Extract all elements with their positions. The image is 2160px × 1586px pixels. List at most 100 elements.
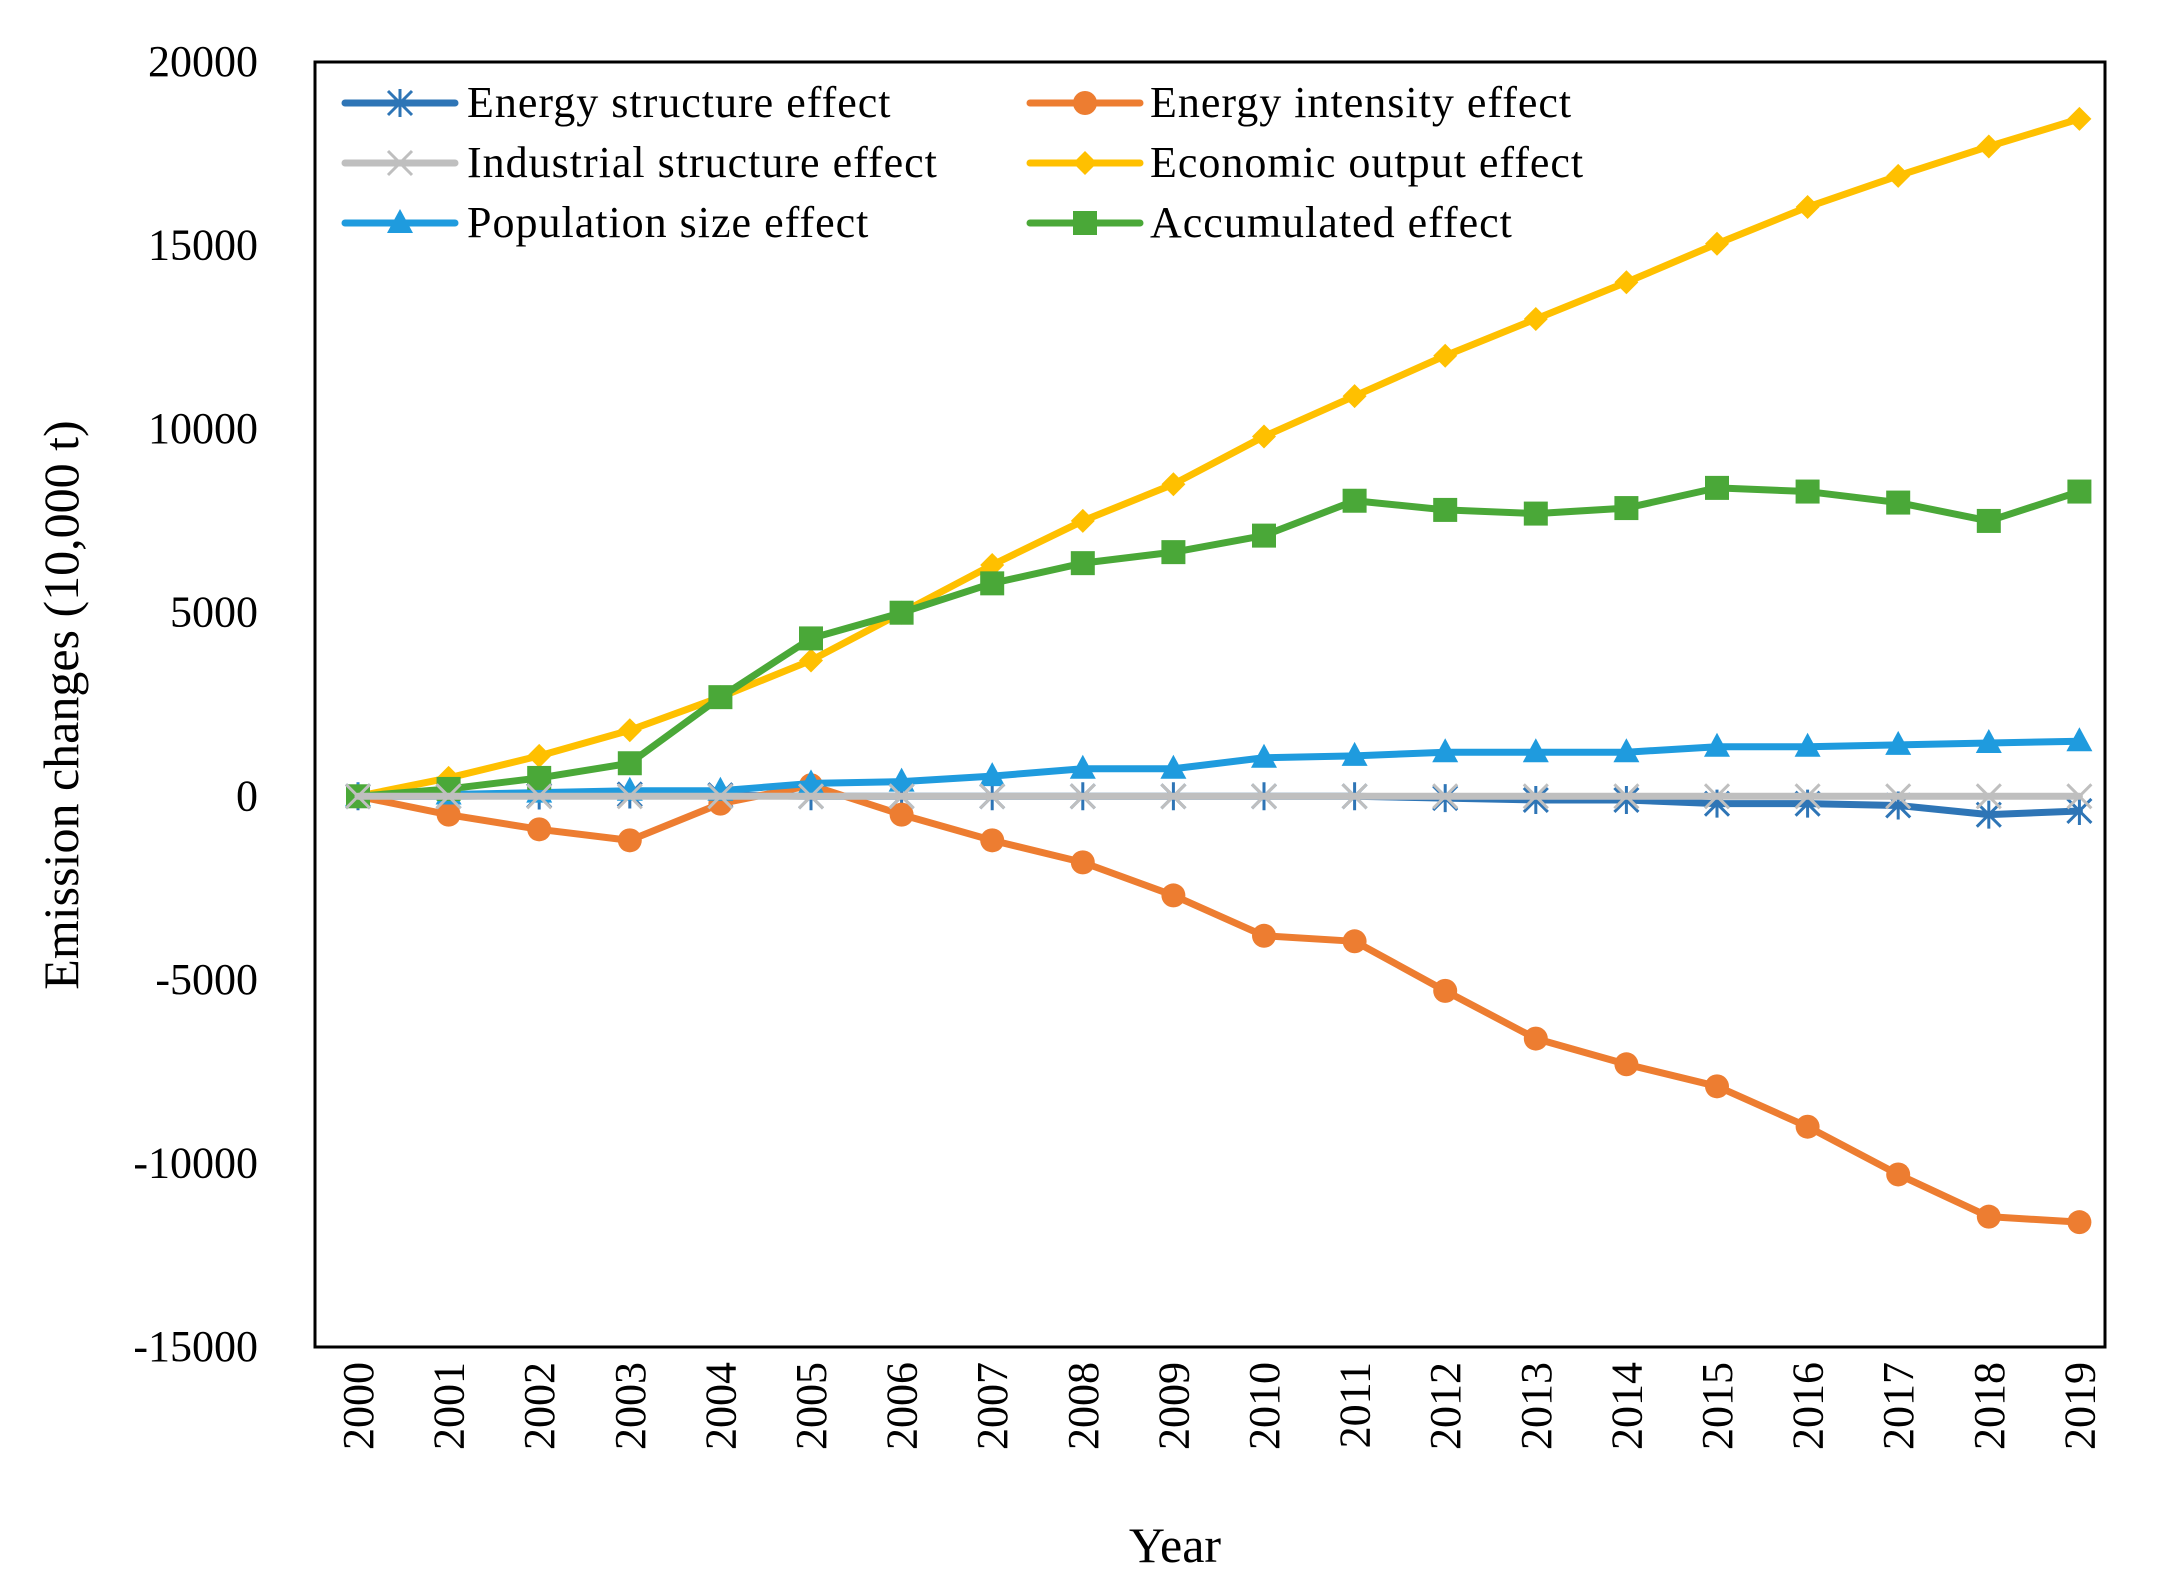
data-point-accumulated-effect bbox=[1614, 496, 1639, 521]
data-point-energy-intensity-effect bbox=[1252, 923, 1276, 948]
data-point-accumulated-effect bbox=[2067, 479, 2092, 504]
data-point-energy-intensity-effect bbox=[2067, 1210, 2092, 1235]
data-point-industrial-structure-effect bbox=[526, 783, 553, 810]
data-point-population-size-effect bbox=[1160, 754, 1187, 779]
data-point-population-size-effect bbox=[798, 769, 824, 794]
data-point-industrial-structure-effect bbox=[1069, 783, 1096, 810]
x-tick-label: 2001 bbox=[425, 1362, 474, 1450]
data-point-accumulated-effect bbox=[1252, 523, 1276, 548]
series-industrial-structure-effect bbox=[344, 783, 2093, 810]
data-point-industrial-structure-effect bbox=[1794, 783, 1821, 810]
series-line-accumulated-effect bbox=[354, 484, 2083, 800]
legend-item-economic-output-effect: Economic output effect bbox=[1026, 138, 1583, 187]
x-tick-label: 2013 bbox=[1512, 1362, 1561, 1450]
x-tick-label: 2017 bbox=[1874, 1362, 1923, 1450]
data-point-population-size-effect bbox=[1613, 738, 1640, 763]
legend-item-energy-intensity-effect: Energy intensity effect bbox=[1026, 78, 1571, 127]
y-tick-label: 10000 bbox=[148, 404, 258, 453]
data-point-economic-output-effect bbox=[1614, 270, 1639, 295]
y-axis-title: Emission changes (10,000 t) bbox=[33, 420, 89, 989]
data-point-accumulated-effect bbox=[527, 765, 552, 790]
data-point-population-size-effect bbox=[888, 767, 915, 792]
x-tick-label: 2003 bbox=[606, 1362, 655, 1450]
data-point-accumulated-effect bbox=[889, 600, 914, 625]
x-tick-label: 2012 bbox=[1421, 1362, 1470, 1450]
x-tick-label: 2008 bbox=[1059, 1362, 1108, 1450]
data-point-industrial-structure-effect bbox=[435, 783, 462, 810]
data-point-industrial-structure-effect bbox=[1613, 783, 1640, 810]
data-point-energy-intensity-effect bbox=[1886, 1162, 1911, 1187]
data-point-energy-structure-effect bbox=[1522, 785, 1549, 814]
data-point-population-size-effect bbox=[1975, 729, 2002, 754]
legend-label: Industrial structure effect bbox=[467, 138, 938, 187]
data-point-energy-intensity-effect bbox=[1342, 929, 1367, 954]
series-layer bbox=[344, 106, 2093, 1235]
data-point-energy-intensity-effect bbox=[1523, 1026, 1548, 1051]
data-point-accumulated-effect bbox=[1342, 488, 1367, 513]
data-point-population-size-effect bbox=[1069, 754, 1096, 779]
data-point-industrial-structure-effect bbox=[1975, 783, 2002, 810]
x-tick-label: 2004 bbox=[696, 1362, 745, 1450]
y-axis-ticks: 20000 15000 10000 5000 0 -5000 -10000 -15000 bbox=[133, 37, 258, 1371]
data-point-accumulated-effect bbox=[1976, 508, 2001, 533]
data-point-accumulated-effect bbox=[1705, 475, 1729, 500]
legend-item-industrial-structure-effect: Industrial structure effect bbox=[341, 138, 938, 187]
data-point-population-size-effect bbox=[1522, 738, 1549, 763]
data-point-energy-structure-effect bbox=[1975, 800, 2002, 829]
data-point-energy-intensity-effect bbox=[889, 802, 914, 827]
x-tick-label: 2014 bbox=[1602, 1362, 1651, 1450]
data-point-accumulated-effect bbox=[1161, 540, 1186, 565]
data-point-energy-intensity-effect bbox=[436, 802, 461, 827]
x-tick-label: 2010 bbox=[1240, 1362, 1289, 1450]
data-point-industrial-structure-effect bbox=[1432, 783, 1459, 810]
x-tick-label: 2005 bbox=[787, 1362, 836, 1450]
data-point-energy-intensity-effect bbox=[1433, 978, 1458, 1003]
y-tick-label: 15000 bbox=[148, 221, 258, 270]
data-point-economic-output-effect bbox=[1886, 163, 1911, 188]
data-point-accumulated-effect bbox=[799, 626, 823, 651]
series-line-economic-output-effect bbox=[354, 115, 2083, 800]
data-point-accumulated-effect bbox=[1070, 551, 1095, 576]
data-point-economic-output-effect bbox=[1252, 424, 1276, 449]
data-point-economic-output-effect bbox=[1161, 472, 1186, 497]
legend: Energy structure effect Energy intensity … bbox=[341, 78, 1583, 247]
x-tick-label: 2019 bbox=[2055, 1362, 2104, 1450]
data-point-industrial-structure-effect bbox=[1703, 783, 1731, 810]
legend-swatch-marker bbox=[386, 149, 414, 177]
y-tick-label: -10000 bbox=[133, 1138, 258, 1187]
data-point-industrial-structure-effect bbox=[707, 783, 734, 810]
y-tick-label: -5000 bbox=[155, 955, 258, 1004]
data-point-energy-intensity-effect bbox=[1976, 1204, 2001, 1229]
x-tick-label: 2018 bbox=[1965, 1362, 2014, 1450]
legend-label: Accumulated effect bbox=[1150, 198, 1513, 247]
series-energy-structure-effect bbox=[344, 780, 2093, 829]
data-point-energy-intensity-effect bbox=[617, 828, 642, 853]
data-point-economic-output-effect bbox=[1523, 307, 1548, 331]
data-point-energy-intensity-effect bbox=[1070, 850, 1095, 875]
data-point-economic-output-effect bbox=[980, 552, 1005, 577]
data-point-population-size-effect bbox=[1251, 743, 1277, 768]
series-energy-intensity-effect bbox=[346, 773, 2092, 1235]
data-point-industrial-structure-effect bbox=[616, 783, 643, 810]
data-point-accumulated-effect bbox=[1795, 479, 1820, 504]
series-economic-output-effect bbox=[346, 106, 2092, 809]
data-point-industrial-structure-effect bbox=[1522, 783, 1549, 810]
data-point-population-size-effect bbox=[979, 762, 1006, 787]
data-point-population-size-effect bbox=[1794, 732, 1821, 757]
data-point-economic-output-effect bbox=[1976, 134, 2001, 159]
y-tick-label: 20000 bbox=[148, 37, 258, 86]
data-point-accumulated-effect bbox=[617, 751, 642, 776]
data-point-population-size-effect bbox=[1341, 741, 1368, 766]
legend-item-population-size-effect: Population size effect bbox=[341, 198, 868, 247]
data-point-energy-intensity-effect bbox=[1705, 1074, 1729, 1099]
legend-swatch-marker bbox=[1073, 151, 1097, 175]
data-point-accumulated-effect bbox=[1433, 497, 1458, 522]
series-population-size-effect bbox=[345, 727, 2093, 807]
legend-swatch-marker bbox=[1073, 211, 1097, 235]
x-tick-label: 2011 bbox=[1331, 1362, 1380, 1448]
data-point-economic-output-effect bbox=[527, 743, 552, 768]
data-point-industrial-structure-effect bbox=[979, 783, 1006, 810]
data-point-population-size-effect bbox=[1432, 738, 1459, 763]
data-point-energy-intensity-effect bbox=[1161, 883, 1186, 908]
